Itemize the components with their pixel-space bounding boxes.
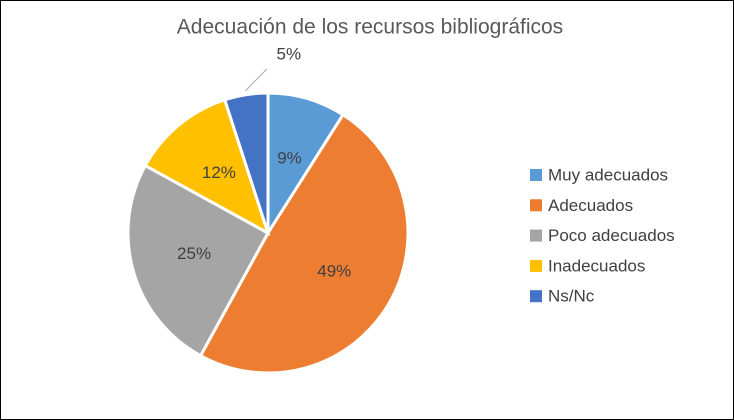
data-label: 49% (317, 262, 351, 281)
data-label: 9% (277, 149, 302, 168)
pie-slice (266, 91, 346, 239)
data-label: 25% (177, 244, 211, 263)
legend-label: Adecuados (548, 196, 633, 215)
legend-label: Muy adecuados (548, 165, 668, 184)
leader-line (245, 68, 268, 92)
pie-slice (222, 91, 270, 234)
legend-swatch (530, 259, 542, 272)
legend-swatch (530, 229, 542, 242)
chart-title: Adecuación de los recursos bibliográfico… (177, 16, 563, 39)
legend-label: Poco adecuados (548, 226, 675, 245)
legend-label: Inadecuados (548, 256, 645, 275)
pie-slice (143, 97, 271, 237)
data-label: 12% (202, 163, 236, 182)
pie-slice (198, 112, 410, 375)
legend-label: Ns/Nc (548, 287, 595, 306)
legend-swatch (530, 169, 542, 181)
data-label: 5% (277, 44, 302, 63)
legend-swatch (530, 199, 542, 212)
legend-swatch (530, 290, 542, 303)
pie-slice (126, 163, 271, 358)
